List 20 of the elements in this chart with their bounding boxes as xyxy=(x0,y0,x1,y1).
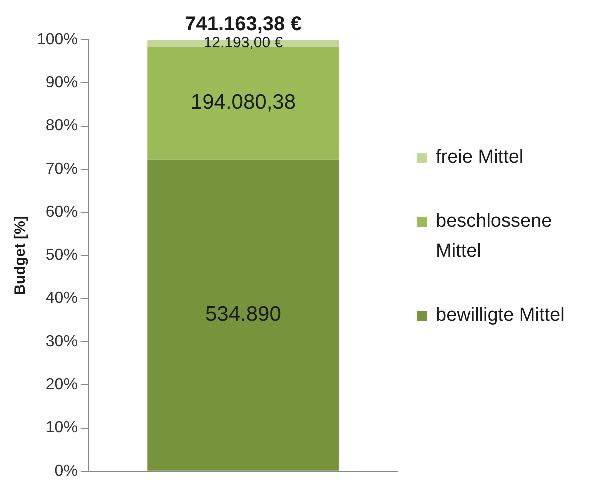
annotation: 534.890 xyxy=(206,303,282,326)
y-tick-label: 70% xyxy=(46,160,78,178)
bar xyxy=(148,160,340,471)
y-tick-label: 100% xyxy=(37,31,78,48)
y-tick-label: 10% xyxy=(46,420,78,437)
y-tick-label: 40% xyxy=(46,290,78,308)
y-tick-label: 30% xyxy=(46,333,78,350)
y-axis-title: Budget [%] xyxy=(12,216,30,296)
y-tick-label: 80% xyxy=(46,118,78,135)
chart-title: 741.163,38 € xyxy=(185,14,302,36)
annotation: 12.193,00 € xyxy=(204,34,284,52)
legend-label: bewilligte Mittel xyxy=(436,304,565,328)
annotation: 194.080,38 xyxy=(190,91,296,114)
legend-label: beschlossene Mittel xyxy=(436,210,554,264)
y-tick-label: 90% xyxy=(46,74,78,92)
y-tick-label: 0% xyxy=(54,462,78,480)
y-tick-label: 20% xyxy=(46,376,78,394)
y-tick-label: 50% xyxy=(46,247,78,264)
y-tick-label: 60% xyxy=(46,204,78,221)
legend-label: freie Mittel xyxy=(436,146,524,170)
